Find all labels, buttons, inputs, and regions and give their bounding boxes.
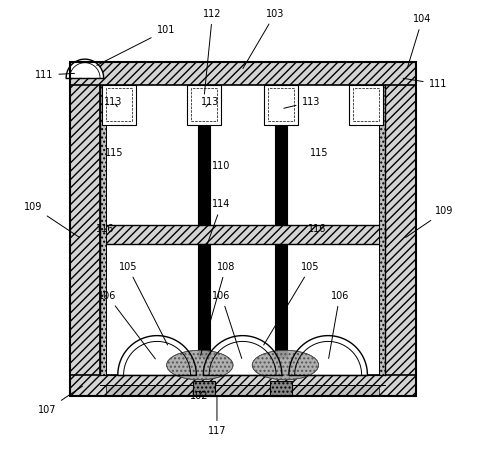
Bar [193, 381, 215, 396]
Bar [100, 225, 385, 244]
Text: 115: 115 [311, 148, 329, 158]
Text: 113: 113 [201, 97, 219, 107]
Text: 108: 108 [200, 262, 235, 355]
Text: 103: 103 [243, 9, 284, 69]
Text: 114: 114 [205, 199, 230, 251]
Text: 105: 105 [264, 262, 320, 345]
Bar [102, 85, 136, 125]
Bar [106, 88, 132, 121]
Bar [106, 384, 379, 396]
Bar [70, 62, 415, 85]
Bar [198, 85, 211, 225]
Bar [70, 62, 100, 396]
Text: 116: 116 [96, 224, 114, 234]
Bar [187, 85, 221, 125]
Bar [198, 244, 211, 357]
Bar [379, 85, 385, 375]
Polygon shape [66, 59, 104, 78]
Bar [191, 88, 217, 121]
Text: 113: 113 [104, 97, 123, 107]
Bar [100, 85, 106, 375]
Bar [264, 85, 298, 125]
Bar [275, 85, 287, 225]
Bar [353, 88, 379, 121]
Text: 117: 117 [208, 397, 226, 436]
Ellipse shape [167, 350, 233, 380]
Bar [275, 244, 287, 357]
Bar [70, 62, 415, 396]
Polygon shape [289, 335, 368, 375]
Text: 101: 101 [97, 26, 175, 66]
Polygon shape [118, 335, 197, 375]
Text: 109: 109 [406, 206, 454, 238]
Text: 113: 113 [284, 97, 320, 108]
Text: 111: 111 [403, 78, 447, 89]
Polygon shape [203, 335, 282, 375]
Text: 102: 102 [190, 391, 208, 401]
Text: 106: 106 [212, 291, 242, 358]
Bar [70, 375, 415, 396]
Bar [350, 85, 383, 125]
Text: 106: 106 [328, 291, 349, 358]
Text: 107: 107 [38, 386, 83, 415]
Bar [268, 88, 294, 121]
Bar [385, 62, 415, 396]
Text: 112: 112 [203, 9, 222, 94]
Text: 110: 110 [212, 162, 230, 172]
Ellipse shape [252, 350, 319, 380]
Text: 106: 106 [99, 291, 156, 359]
Text: 105: 105 [118, 262, 168, 345]
Text: 116: 116 [308, 224, 327, 234]
Text: 104: 104 [407, 14, 431, 68]
Bar [270, 381, 292, 396]
Text: 109: 109 [24, 202, 80, 238]
Text: 111: 111 [35, 70, 74, 80]
Text: 115: 115 [105, 148, 124, 158]
